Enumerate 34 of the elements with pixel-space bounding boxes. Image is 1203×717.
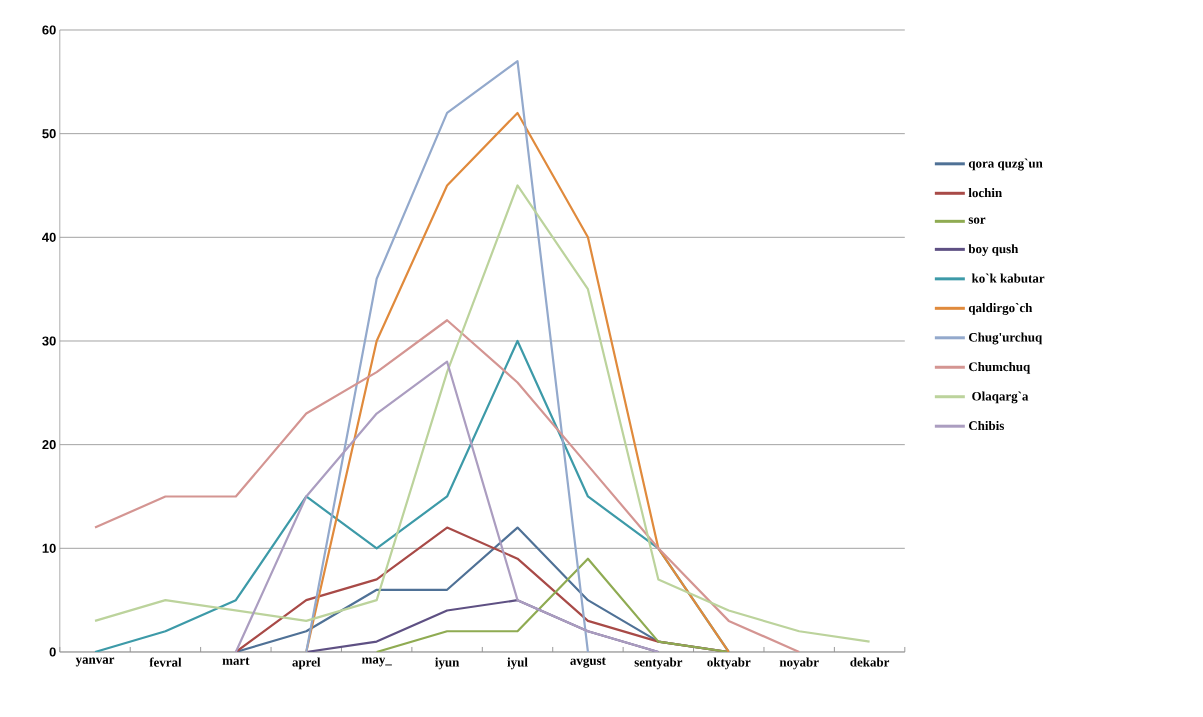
x-tick-label: avgust — [570, 657, 606, 668]
y-tick-label: 0 — [49, 647, 56, 657]
line-series — [234, 360, 660, 652]
y-tick-label: 20 — [42, 440, 56, 450]
line-series — [93, 319, 801, 652]
line-series — [375, 557, 730, 652]
x-tick-label: mart — [222, 657, 250, 665]
x-tick-label: iyun — [435, 657, 460, 670]
legend-label: qora quzg`un — [968, 158, 1043, 171]
legend-label: boy qush — [968, 244, 1019, 256]
x-tick-label: dekabr — [850, 657, 890, 667]
x-tick-label: noyabr — [779, 657, 819, 670]
legend-label: sor — [968, 217, 986, 224]
y-tick-label: 10 — [42, 543, 56, 553]
line-series — [305, 111, 730, 652]
x-tick-label: may_ — [361, 657, 392, 667]
legend-label: qaldirgo`ch — [968, 303, 1033, 315]
y-tick-label: 60 — [42, 25, 56, 35]
x-tick-label: sentyabr — [634, 657, 683, 670]
legend-label: Chibis — [968, 420, 1005, 431]
y-tick-label: 30 — [42, 336, 56, 346]
x-tick-label: fevral — [149, 657, 182, 667]
y-tick-label: 40 — [42, 232, 56, 242]
x-tick-label: iyul — [507, 657, 528, 670]
legend-label: Chumchuq — [968, 362, 1031, 374]
x-tick-label: yanvar — [75, 657, 115, 667]
x-tick-label: oktyabr — [707, 657, 751, 670]
legend-label: lochin — [968, 188, 1002, 198]
legend-label: ko`k kabutar — [971, 273, 1045, 283]
y-tick-label: 50 — [42, 129, 56, 139]
line-series — [305, 59, 590, 652]
x-tick-label: aprel — [292, 657, 321, 670]
legend-label: Olaqarg`a — [972, 391, 1029, 404]
legend-label: Chug'urchuq — [968, 332, 1043, 345]
